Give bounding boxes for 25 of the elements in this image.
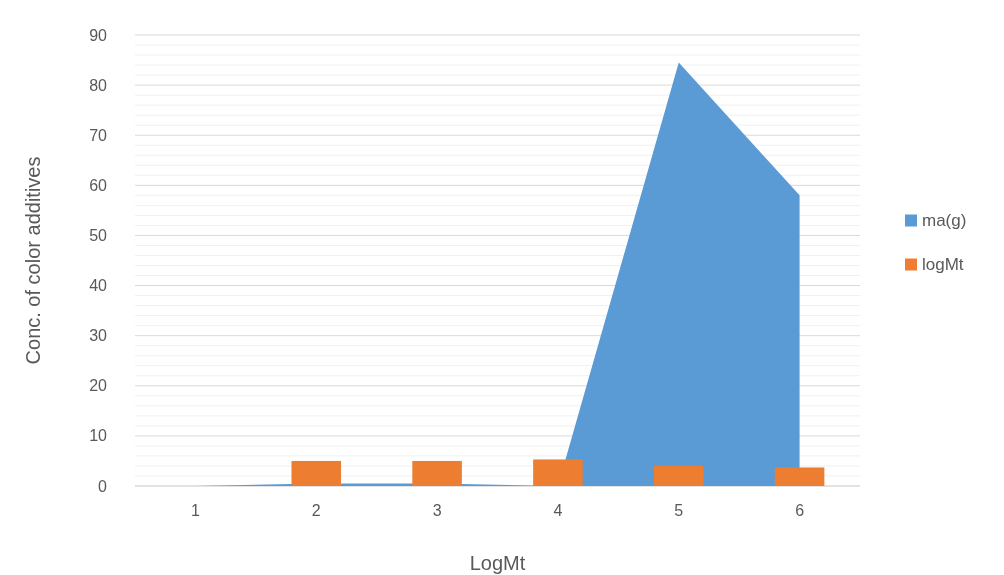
x-tick-label: 1	[190, 502, 200, 519]
x-tick-label: 6	[795, 502, 805, 519]
y-tick-label: 30	[89, 327, 108, 345]
legend-label: ma(g)	[922, 211, 967, 231]
y-tick-label: 40	[89, 277, 108, 295]
y-tick-label: 50	[89, 227, 108, 245]
y-tick-label: 90	[89, 26, 108, 44]
y-tick-label: 60	[89, 176, 108, 194]
bar	[774, 467, 825, 486]
legend-label: logMt	[922, 255, 964, 275]
x-axis-title: LogMt	[469, 552, 526, 574]
x-tick-label: 5	[674, 502, 684, 519]
bar	[533, 459, 583, 486]
y-axis-title: Conc. of color additives	[22, 156, 44, 365]
y-tick-label: 0	[98, 477, 108, 495]
x-tick-label: 4	[553, 502, 563, 519]
y-tick-label: 10	[89, 427, 108, 445]
y-tick-label: 20	[89, 377, 108, 395]
y-tick-label: 80	[89, 76, 108, 94]
bar	[291, 460, 342, 486]
y-tick-label: 70	[89, 126, 108, 144]
x-tick-label: 2	[311, 502, 321, 519]
x-tick-label: 3	[432, 502, 442, 519]
bar	[412, 460, 462, 486]
bar	[653, 465, 704, 486]
